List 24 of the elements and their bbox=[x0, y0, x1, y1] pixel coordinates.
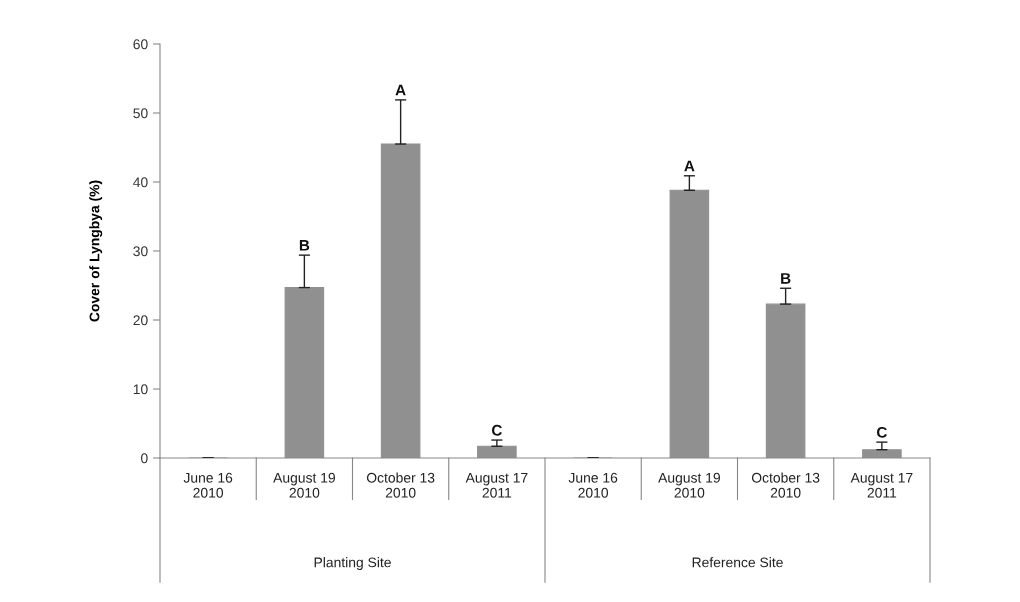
y-tick-label: 20 bbox=[133, 315, 148, 326]
data-label: C bbox=[491, 424, 502, 436]
x-tick-label: October 13 2010 bbox=[366, 472, 435, 498]
x-tick-label: August 17 2011 bbox=[465, 473, 528, 498]
text: Reference Site bbox=[692, 557, 783, 568]
x-tick-label: October 13 2010 bbox=[751, 472, 820, 498]
y-tick-label: 40 bbox=[133, 177, 148, 188]
data-label: B bbox=[781, 273, 791, 284]
x-tick-label: August 19 2010 bbox=[658, 472, 720, 498]
x-tick-label: June 16 2010 bbox=[568, 472, 618, 498]
y-tick-label: 50 bbox=[133, 108, 148, 119]
y-axis-title: Cover of Lyngbya (%) bbox=[89, 180, 103, 322]
data-label: A bbox=[395, 84, 406, 96]
data-label: B bbox=[299, 240, 310, 251]
y-tick-label: 10 bbox=[133, 384, 148, 395]
y-tick-label: 0 bbox=[141, 453, 148, 464]
x-tick-label: August 19 2010 bbox=[273, 472, 335, 498]
data-label: C bbox=[876, 426, 887, 438]
y-tick-label: 60 bbox=[133, 39, 148, 50]
y-tick-label: 30 bbox=[133, 246, 148, 257]
text: Planting Site bbox=[314, 557, 391, 571]
data-label: A bbox=[684, 160, 695, 172]
x-tick-label: August 17 2011 bbox=[850, 473, 913, 498]
x-tick-label: June 16 2010 bbox=[183, 472, 233, 498]
